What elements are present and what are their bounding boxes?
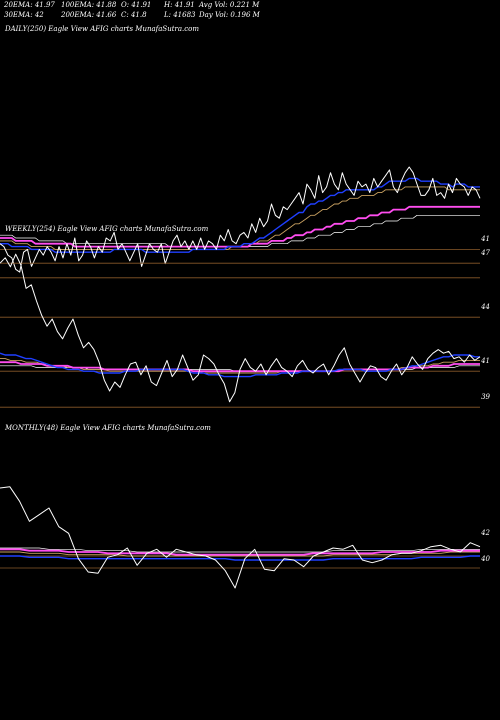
daily-chart <box>0 166 481 279</box>
ema-long-line <box>0 547 480 553</box>
y-tick-label: 39 <box>481 393 490 401</box>
header-20ema: 20EMA: 41.97 <box>4 1 55 9</box>
header-avg-vol: Avg Vol: 0.221 M <box>199 1 260 9</box>
monthly-panel-label: MONTHLY(48) Eagle View AFIG charts Munaf… <box>5 424 211 432</box>
price-line <box>0 253 481 403</box>
ema-slow-line <box>0 205 480 248</box>
price-line <box>0 166 481 273</box>
ema-slow-line <box>0 548 480 556</box>
header-high: H: 41.91 <box>164 1 195 9</box>
y-tick-label: 41 <box>481 357 490 365</box>
daily-panel-label: DAILY(250) Eagle View AFIG charts Munafa… <box>5 25 200 33</box>
monthly-chart <box>0 486 481 589</box>
header-open: O: 41.91 <box>121 1 152 9</box>
y-tick-label: 44 <box>481 303 490 311</box>
y-tick-label: 40 <box>481 555 490 563</box>
ema-long-line <box>0 214 480 247</box>
weekly-chart <box>0 253 481 408</box>
header-low: L: 41683 <box>164 11 196 19</box>
weekly-panel-label: WEEKLY(254) Eagle View AFIG charts Munaf… <box>5 225 209 233</box>
ema-fast-line <box>0 352 480 378</box>
header-100ema: 100EMA: 41.88 <box>61 1 117 9</box>
price-line <box>0 486 481 589</box>
y-tick-label: 47 <box>481 249 490 257</box>
header-30ema: 30EMA: 42 <box>4 11 44 19</box>
header-day-vol: Day Vol: 0.196 M <box>199 11 260 19</box>
ema-fast-line <box>0 555 480 561</box>
ema-fast-line <box>0 177 480 253</box>
header-200ema: 200EMA: 41.66 <box>61 11 117 19</box>
y-tick-label: 42 <box>481 529 490 537</box>
y-tick-label: 41 <box>481 235 490 243</box>
header-close: C: 41.8 <box>121 11 147 19</box>
